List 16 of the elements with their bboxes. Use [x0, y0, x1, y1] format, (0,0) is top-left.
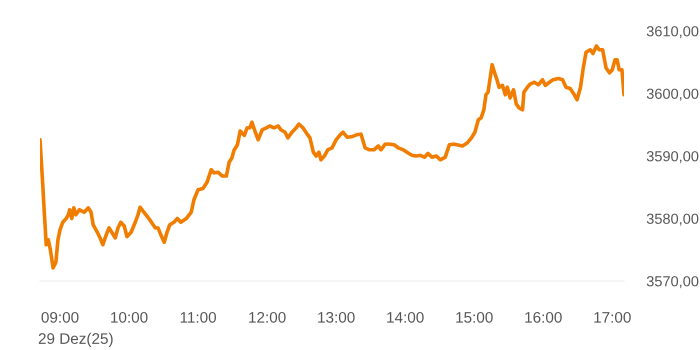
x-tick-label: 11:00 [180, 312, 216, 323]
x-tick-label: 09:00 [42, 312, 79, 323]
x-tick-label: 12:00 [249, 312, 286, 323]
text: 29 Dez(25) [38, 332, 113, 347]
line-series [40, 44, 624, 270]
x-tick-label: 13:00 [318, 312, 355, 323]
x-tick-label: 14:00 [387, 312, 424, 323]
x-tick-label: 16:00 [525, 312, 562, 323]
x-tick-label: 15:00 [456, 312, 493, 323]
y-tick-label: 3580,00 [646, 214, 698, 226]
y-tick-label: 3610,00 [646, 26, 698, 38]
x-tick-label: 17:00 [594, 312, 631, 323]
y-tick-label: 3600,00 [646, 88, 698, 101]
y-tick-label: 3570,00 [646, 276, 698, 288]
x-tick-label: 10:00 [111, 312, 148, 323]
y-tick-label: 3590,00 [646, 151, 698, 164]
